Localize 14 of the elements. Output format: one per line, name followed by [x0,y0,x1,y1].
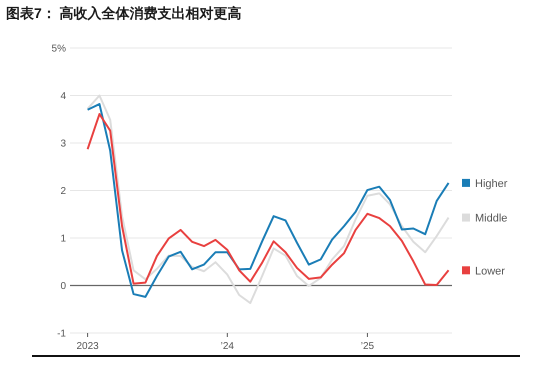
y-tick-label: -1 [57,328,66,340]
y-tick-label: 3 [60,138,66,150]
x-tick-label: 2023 [76,341,100,352]
chart-title: 图表7： 高收入全体消费支出相对更高 [6,5,242,21]
y-tick-label: 4 [60,91,66,102]
y-tick-label: 0 [60,281,66,292]
y-tick-label: 5% [52,44,66,54]
legend-label: Middle [475,212,508,225]
x-tick-label: ’24 [220,341,234,352]
legend-label: Lower [475,265,506,278]
legend-label: Higher [475,178,508,190]
x-tick-label: ’25 [360,341,375,352]
y-tick-label: 2 [60,186,66,197]
y-tick-label: 1 [60,234,66,244]
